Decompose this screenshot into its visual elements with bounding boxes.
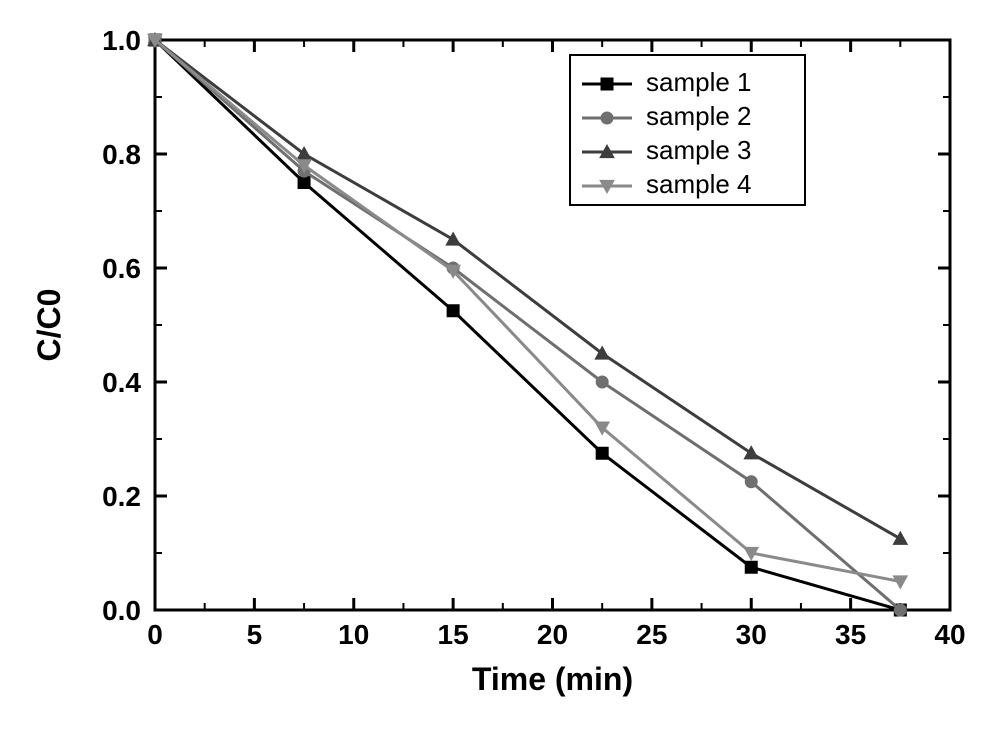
y-tick-label: 0.6 <box>102 253 141 284</box>
x-tick-label: 30 <box>736 619 767 650</box>
x-tick-label: 20 <box>537 619 568 650</box>
x-tick-label: 25 <box>636 619 667 650</box>
y-tick-label: 0.2 <box>102 481 141 512</box>
x-tick-label: 5 <box>247 619 263 650</box>
y-tick-label: 1.0 <box>102 25 141 56</box>
chart-container: 0 5 10 15 20 25 30 35 40 0.0 0.2 0.4 0.6 0.8 1.0 Time (… <box>0 0 1000 737</box>
chart-svg: 0 5 10 15 20 25 30 35 40 0.0 0.2 0.4 0.6 0.8 1.0 Time (… <box>0 0 1000 737</box>
legend-label: sample 1 <box>646 67 752 97</box>
y-tick-label: 0.4 <box>102 367 141 398</box>
legend-label: sample 2 <box>646 101 752 131</box>
legend-label: sample 4 <box>646 169 752 199</box>
x-tick-label: 0 <box>147 619 163 650</box>
x-tick-label: 40 <box>934 619 965 650</box>
x-tick-label: 10 <box>338 619 369 650</box>
y-axis-title: C/C0 <box>31 289 67 362</box>
legend: sample 1 sample 2 sample 3 sample 4 <box>570 55 805 205</box>
x-axis-title: Time (min) <box>472 661 633 697</box>
x-tick-label: 15 <box>438 619 469 650</box>
legend-label: sample 3 <box>646 135 752 165</box>
y-tick-label: 0.0 <box>102 595 141 626</box>
y-tick-label: 0.8 <box>102 139 141 170</box>
x-tick-label: 35 <box>835 619 866 650</box>
